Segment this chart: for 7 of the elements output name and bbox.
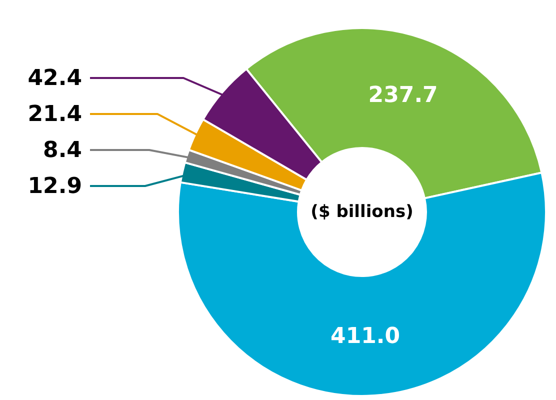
data-label: 237.7 bbox=[368, 83, 438, 108]
data-label: 42.4 bbox=[28, 66, 82, 91]
data-label: 8.4 bbox=[43, 138, 82, 163]
data-label: 411.0 bbox=[330, 324, 400, 349]
data-label: 21.4 bbox=[28, 102, 82, 127]
data-label: 12.9 bbox=[28, 174, 82, 199]
text: ($ billions) bbox=[310, 202, 414, 222]
